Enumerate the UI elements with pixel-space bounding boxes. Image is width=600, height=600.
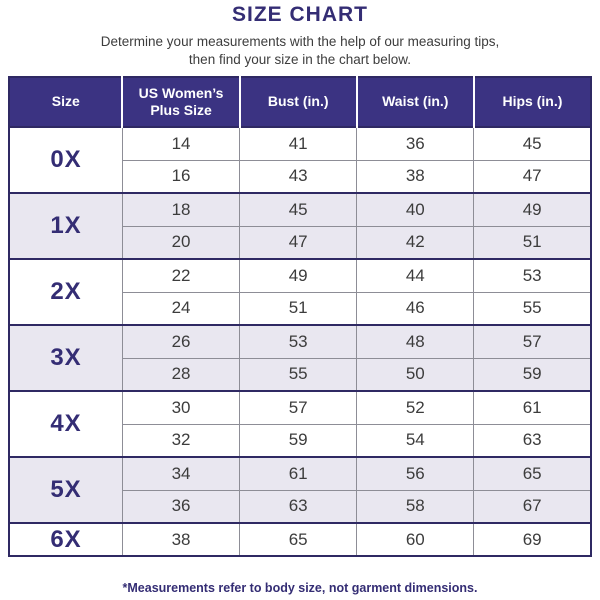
size-chart-table: Size US Women’s Plus Size Bust (in.) Waist … [8,76,592,557]
measurement-cell: 63 [473,423,591,457]
measurement-cell: 26 [121,324,240,358]
measurement-cell: 18 [121,192,240,226]
measurement-cell: 47 [473,159,591,193]
measurement-cell: 58 [356,489,474,523]
table-body: 0X 14 41 36 45 16 43 38 47 1X 18 45 40 49 20 47 42 51 2X 22… [9,126,591,556]
measurement-cell: 55 [239,357,357,391]
measurement-cell: 46 [356,291,474,325]
size-label: 2X [9,258,123,325]
measurement-cell: 53 [473,258,591,292]
table-row: 3X 26 53 48 57 [9,324,591,391]
measurement-cell: 63 [239,489,357,523]
measurement-cell: 30 [121,390,240,424]
column-header: Waist (in.) [355,77,474,127]
measurement-cell: 45 [239,192,357,226]
table-row: 1X 18 45 40 49 [9,192,591,259]
column-header: Size [9,77,123,127]
measurement-cell: 65 [239,522,357,556]
measurement-cell: 61 [473,390,591,424]
measurement-cell: 43 [239,159,357,193]
measurement-cell: 59 [239,423,357,457]
table-row: 20 47 42 51 [9,225,591,259]
measurement-cell: 49 [473,192,591,226]
page-subtitle: Determine your measurements with the hel… [0,33,600,69]
table-row: 6X 38 65 60 69 [9,522,591,556]
measurement-footnote: *Measurements refer to body size, not ga… [122,581,478,595]
header-row: Size US Women’s Plus Size Bust (in.) Waist … [9,77,591,127]
measurement-cell: 16 [121,159,240,193]
measurement-cell: 69 [473,522,591,556]
measurement-cell: 44 [356,258,474,292]
measurement-cell: 65 [473,456,591,490]
measurement-cell: 38 [121,522,240,556]
measurement-cell: 22 [121,258,240,292]
measurement-cell: 49 [239,258,357,292]
table-row: 5X 34 61 56 65 [9,456,591,523]
measurement-cell: 20 [121,225,240,259]
measurement-cell: 28 [121,357,240,391]
measurement-cell: 36 [121,489,240,523]
measurement-cell: 52 [356,390,474,424]
size-label: 1X [9,192,123,259]
measurement-cell: 34 [121,456,240,490]
measurement-cell: 57 [239,390,357,424]
table-row: 2X 22 49 44 53 [9,258,591,325]
table-row: 24 51 46 55 [9,291,591,325]
table-row: 36 63 58 67 [9,489,591,523]
size-label: 0X [9,126,123,193]
measurement-cell: 67 [473,489,591,523]
measurement-cell: 42 [356,225,474,259]
table-header: Size US Women’s Plus Size Bust (in.) Waist … [9,77,591,127]
measurement-cell: 54 [356,423,474,457]
column-header: Bust (in.) [238,77,357,127]
measurement-cell: 50 [356,357,474,391]
size-label: 6X [9,522,123,556]
subtitle-line-1: Determine your measurements with the hel… [100,34,500,49]
subtitle-line-2: then find your size in the chart below. [188,51,412,67]
measurement-cell: 14 [121,126,240,160]
measurement-cell: 51 [473,225,591,259]
measurement-cell: 36 [356,126,474,160]
measurement-cell: 59 [473,357,591,391]
page-title: SIZE CHART [232,3,368,26]
measurement-cell: 41 [239,126,357,160]
measurement-cell: 51 [239,291,357,325]
size-label: 5X [9,456,123,523]
measurement-cell: 57 [473,324,591,358]
column-header: Hips (in.) [472,77,591,127]
table-row: 28 55 50 59 [9,357,591,391]
measurement-cell: 38 [356,159,474,193]
measurement-cell: 55 [473,291,591,325]
column-header: US Women’s Plus Size [121,77,240,127]
table-row: 16 43 38 47 [9,159,591,193]
measurement-cell: 32 [121,423,240,457]
measurement-cell: 24 [121,291,240,325]
measurement-cell: 53 [239,324,357,358]
measurement-cell: 56 [356,456,474,490]
table-row: 4X 30 57 52 61 [9,390,591,457]
measurement-cell: 47 [239,225,357,259]
table-row: 0X 14 41 36 45 [9,126,591,193]
size-label: 3X [9,324,123,391]
measurement-cell: 60 [356,522,474,556]
measurement-cell: 40 [356,192,474,226]
measurement-cell: 48 [356,324,474,358]
measurement-cell: 45 [473,126,591,160]
size-label: 4X [9,390,123,457]
table-row: 32 59 54 63 [9,423,591,457]
measurement-cell: 61 [239,456,357,490]
